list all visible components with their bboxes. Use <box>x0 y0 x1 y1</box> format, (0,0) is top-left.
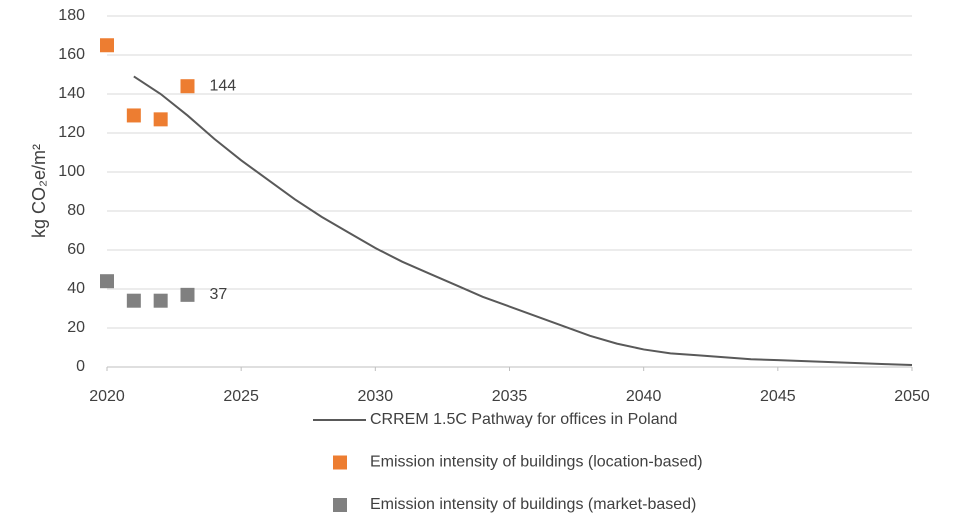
x-tick-label: 2050 <box>894 388 930 405</box>
y-tick-label: 140 <box>58 85 85 102</box>
legend-label: Emission intensity of buildings (market-… <box>370 496 696 513</box>
data-label: 37 <box>210 286 228 303</box>
legend-label: CRREM 1.5C Pathway for offices in Poland <box>370 411 677 428</box>
x-tick-label: 2025 <box>223 388 259 405</box>
legend-marker <box>333 455 347 470</box>
y-tick-label: 80 <box>67 202 85 219</box>
legend-label: Emission intensity of buildings (locatio… <box>370 454 703 471</box>
x-tick-label: 2045 <box>760 388 796 405</box>
y-tick-label: 120 <box>58 124 85 141</box>
scatter-point <box>126 108 141 123</box>
scatter-point <box>100 38 114 53</box>
y-axis-label: kg CO₂e/m² <box>29 144 49 238</box>
scatter-point <box>180 287 195 302</box>
y-tick-label: 180 <box>58 7 85 24</box>
scatter-point <box>153 293 168 308</box>
y-tick-label: 40 <box>67 280 85 297</box>
x-tick-label: 2020 <box>89 388 125 405</box>
scatter-point <box>126 293 141 308</box>
y-tick-label: 160 <box>58 46 85 63</box>
x-tick-label: 2030 <box>358 388 394 405</box>
scatter-point <box>100 274 114 289</box>
scatter-point <box>153 112 168 127</box>
x-tick-label: 2035 <box>492 388 528 405</box>
y-tick-label: 20 <box>67 319 85 336</box>
x-tick-label: 2040 <box>626 388 662 405</box>
y-tick-label: 100 <box>58 163 85 180</box>
legend-marker <box>333 498 347 512</box>
y-tick-label: 60 <box>67 241 85 258</box>
scatter-point <box>180 79 195 94</box>
y-tick-label: 0 <box>76 358 85 375</box>
pathway-line <box>133 75 913 367</box>
data-label: 144 <box>210 77 237 94</box>
